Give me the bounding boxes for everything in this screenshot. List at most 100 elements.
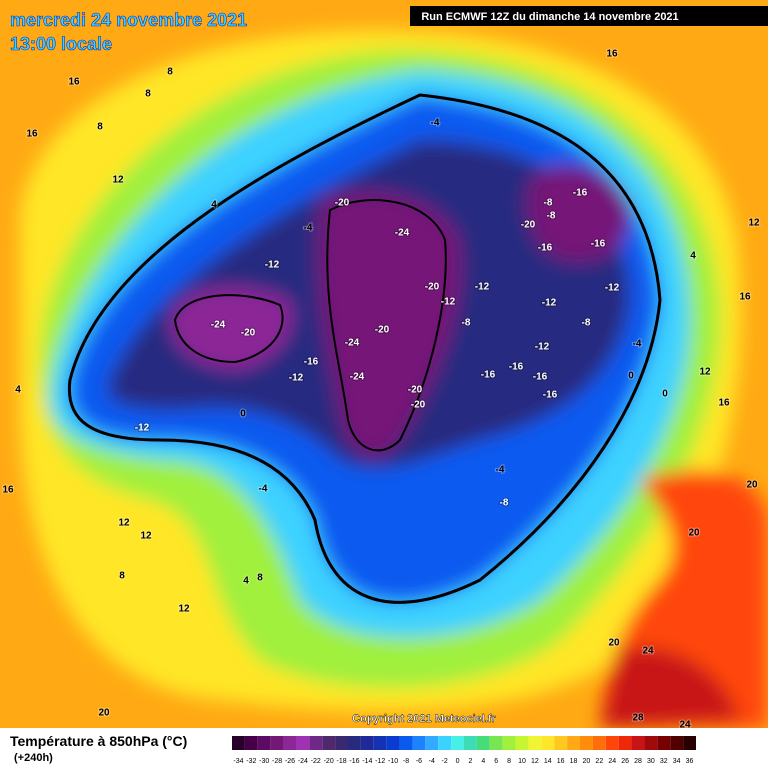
contour-label: -20: [335, 198, 350, 209]
colorbar-swatch: [618, 736, 632, 750]
colorbar-swatch: [631, 736, 645, 750]
colorbar-swatch: [386, 736, 400, 750]
contour-label: -12: [135, 423, 150, 434]
contour-label: 4: [15, 385, 21, 396]
contour-label: 8: [167, 67, 173, 78]
colorbar-label: 26: [621, 758, 629, 765]
colorbar-label: -26: [285, 758, 295, 765]
colorbar-label: 36: [686, 758, 694, 765]
colorbar-label: -16: [349, 758, 359, 765]
contour-label: -20: [425, 282, 440, 293]
forecast-date: mercredi 24 novembre 2021: [10, 10, 247, 30]
colorbar-label: -22: [311, 758, 321, 765]
colorbar-swatch: [257, 736, 271, 750]
contour-label: 20: [608, 638, 620, 649]
colorbar-label: 2: [468, 758, 472, 765]
contour-label: 8: [145, 89, 151, 100]
contour-label: -12: [289, 373, 304, 384]
contour-label: 0: [628, 371, 634, 382]
colorbar-swatch: [476, 736, 490, 750]
colorbar-swatch: [309, 736, 323, 750]
colorbar-swatch: [644, 736, 658, 750]
colorbar-label: 18: [570, 758, 578, 765]
contour-label: 28: [632, 713, 644, 724]
contour-label: -4: [304, 223, 313, 234]
contour-label: 8: [257, 573, 263, 584]
contour-label: 8: [97, 122, 103, 133]
colorbar-label: -20: [324, 758, 334, 765]
contour-label: -16: [509, 362, 524, 373]
colorbar-swatch: [451, 736, 464, 750]
contour-labels: -24 -20 -24 -20 -24 -24 -20 -20 -20 -20 …: [1, 48, 761, 732]
colorbar-label: 34: [673, 758, 681, 765]
colorbar-label: -12: [375, 758, 385, 765]
colorbar-label: 16: [557, 758, 565, 765]
colorbar-label: 22: [595, 758, 603, 765]
colorbar-label: 24: [608, 758, 616, 765]
contour-label: -4: [633, 339, 642, 350]
contour-label: -24: [211, 320, 226, 331]
contour-label: -16: [591, 239, 606, 250]
contour-label: 16: [718, 398, 730, 409]
colorbar-swatch: [670, 736, 684, 750]
contour-label: 12: [118, 518, 130, 529]
colorbar-label: -24: [298, 758, 308, 765]
contour-label: -12: [542, 298, 557, 309]
contour-label: -8: [462, 318, 471, 329]
contour-label: 12: [748, 218, 760, 229]
colorbar-label: -4: [429, 758, 435, 765]
colorbar-label: 0: [456, 758, 460, 765]
colorbar-label: -6: [416, 758, 422, 765]
colorbar-label: -2: [442, 758, 448, 765]
colorbar-label: 12: [531, 758, 539, 765]
contour-label: -24: [350, 372, 365, 383]
forecast-time: 13:00 locale: [10, 34, 112, 54]
contour-label: -8: [544, 198, 553, 209]
colorbar-swatch: [244, 736, 258, 750]
colorbar-swatch: [399, 736, 413, 750]
colorbar-label: -18: [336, 758, 346, 765]
colorbar-swatch: [360, 736, 374, 750]
contour-label: 20: [98, 708, 110, 719]
contour-label: -8: [582, 318, 591, 329]
colorbar-label: 30: [647, 758, 655, 765]
contour-label: 8: [119, 571, 125, 582]
contour-label: -4: [431, 118, 440, 129]
colorbar-swatch: [348, 736, 361, 750]
colorbar-swatch: [528, 736, 542, 750]
contour-label: -20: [241, 328, 256, 339]
contour-label: 0: [240, 409, 246, 420]
colorbar-swatch: [425, 736, 439, 750]
colorbar-swatch: [438, 736, 452, 750]
contour-label: 16: [68, 77, 80, 88]
contour-label: 16: [606, 49, 618, 60]
colorbar-label: 10: [518, 758, 526, 765]
contour-label: 0: [662, 389, 668, 400]
colorbar-label: 4: [481, 758, 485, 765]
colorbar-swatch: [567, 736, 580, 750]
colorbar-swatch: [554, 736, 568, 750]
contour-label: -12: [475, 282, 490, 293]
colorbar-label: -28: [272, 758, 282, 765]
colorbar-swatch: [657, 736, 671, 750]
colorbar-swatch: [412, 736, 426, 750]
contour-label: -16: [481, 370, 496, 381]
contour-label: -12: [265, 260, 280, 271]
colorbar-swatch: [296, 736, 310, 750]
colorbar-swatch: [335, 736, 348, 750]
contour-label: -12: [441, 297, 456, 308]
colorbar-label: -14: [362, 758, 372, 765]
contour-label: -24: [395, 228, 410, 239]
colorbar-label: 32: [660, 758, 668, 765]
contour-label: -16: [304, 357, 319, 368]
colorbar-label: -30: [259, 758, 269, 765]
contour-label: -20: [408, 385, 423, 396]
contour-label: -8: [500, 498, 509, 509]
contour-label: -16: [543, 390, 558, 401]
colorbar-swatch: [270, 736, 284, 750]
contour-label: 24: [642, 646, 654, 657]
contour-label: -24: [345, 338, 360, 349]
contour-label: 16: [2, 485, 14, 496]
contour-label: -4: [496, 465, 505, 476]
